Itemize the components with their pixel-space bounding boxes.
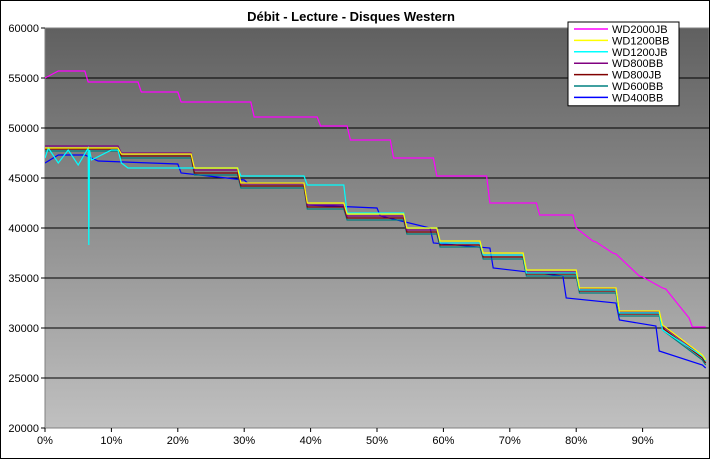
y-tick-label: 40000 xyxy=(8,223,39,235)
y-tick-label: 20000 xyxy=(8,423,39,435)
y-tick-label: 55000 xyxy=(8,73,39,85)
legend-label: WD400BB xyxy=(612,92,663,104)
x-tick-label: 80% xyxy=(565,435,587,447)
grid-lines xyxy=(45,77,709,379)
legend-label: WD800JB xyxy=(612,70,662,82)
y-tick-label: 50000 xyxy=(8,123,39,135)
legend: WD2000JBWD1200BBWD1200JBWD800BBWD800JBWD… xyxy=(567,21,680,107)
x-tick-label: 20% xyxy=(167,435,189,447)
x-tick-label: 10% xyxy=(100,435,122,447)
legend-label: WD2000JB xyxy=(612,24,668,36)
x-tick-label: 40% xyxy=(300,435,322,447)
x-tick-label: 50% xyxy=(366,435,388,447)
y-tick-label: 45000 xyxy=(8,173,39,185)
series-line-wd1200bb xyxy=(45,147,707,361)
series-lines xyxy=(45,70,707,369)
legend-label: WD1200JB xyxy=(612,47,668,59)
chart-title: Débit - Lecture - Disques Western xyxy=(247,9,455,24)
legend-label: WD1200BB xyxy=(612,35,669,47)
x-axis: 0% 10% 20% 30% 40% 50% 60% 70% 80% 90% xyxy=(37,428,654,447)
y-tick-label: 35000 xyxy=(8,273,39,285)
series-line-wd1200jb xyxy=(45,145,707,362)
legend-label: WD800BB xyxy=(612,58,663,70)
y-tick-label: 60000 xyxy=(8,23,39,35)
y-tick-label: 25000 xyxy=(8,373,39,385)
x-tick-label: 0% xyxy=(37,435,53,447)
legend-label: WD600BB xyxy=(612,81,663,93)
x-tick-label: 30% xyxy=(233,435,255,447)
x-tick-label: 70% xyxy=(499,435,521,447)
y-tick-label: 30000 xyxy=(8,323,39,335)
x-tick-label: 60% xyxy=(432,435,454,447)
series-line-wd2000jb xyxy=(45,70,706,328)
x-tick-label: 90% xyxy=(632,435,654,447)
y-axis: 20000 25000 30000 35000 40000 45000 50000 55000… xyxy=(8,23,45,435)
